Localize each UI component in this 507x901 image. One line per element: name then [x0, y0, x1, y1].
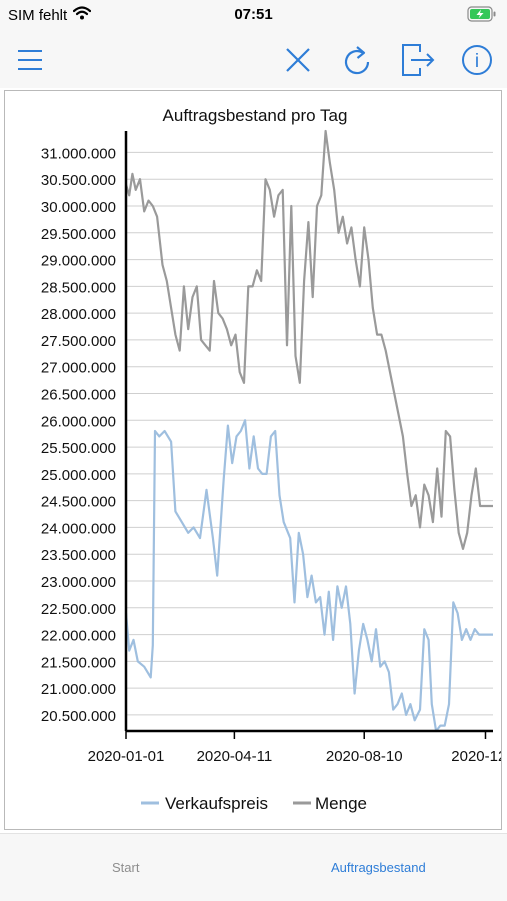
- x-axis-ticks: 2020-01-01 2020-04-11 2020-08-10 2020-12-0: [88, 731, 507, 765]
- y-tick-label: 31.000.000: [41, 145, 116, 162]
- x-tick-label: 2020-04-11: [197, 748, 273, 765]
- y-tick-label: 22.000.000: [41, 628, 116, 645]
- chart-frame: Auftragsbestand pro Tag 20.500.000 21.000…: [4, 90, 507, 830]
- tab-start[interactable]: Start: [112, 860, 140, 875]
- y-tick-label: 23.500.000: [41, 547, 116, 564]
- legend-label: Verkaufspreis: [165, 794, 268, 813]
- series-line-menge: [124, 129, 493, 550]
- y-tick-label: 27.000.000: [41, 360, 116, 377]
- y-tick-label: 24.000.000: [41, 520, 116, 537]
- y-tick-label: 29.500.000: [41, 226, 116, 243]
- y-tick-label: 23.000.000: [41, 574, 116, 591]
- order-backlog-chart: Auftragsbestand pro Tag 20.500.000 21.000…: [41, 106, 507, 813]
- x-tick-label: 2020-12-0: [451, 748, 501, 765]
- x-tick-label: 2020-01-01: [88, 748, 165, 765]
- refresh-icon[interactable]: [338, 40, 378, 80]
- y-tick-label: 29.000.000: [41, 253, 116, 270]
- chart-axes: [124, 131, 493, 733]
- chart-series: [124, 129, 493, 733]
- battery-charging-icon: [467, 6, 497, 27]
- y-tick-label: 21.000.000: [41, 681, 116, 698]
- y-tick-label: 28.500.000: [41, 279, 116, 296]
- status-left: SIM fehlt: [8, 6, 92, 24]
- series-line-verkaufspreis: [124, 419, 493, 733]
- y-tick-label: 26.500.000: [41, 387, 116, 404]
- y-tick-label: 26.000.000: [41, 413, 116, 430]
- legend-label: Menge: [315, 794, 367, 813]
- y-tick-label: 20.500.000: [41, 708, 116, 725]
- x-tick-label: 2020-08-10: [326, 748, 403, 765]
- tab-auftragsbestand[interactable]: Auftragsbestand: [331, 860, 426, 875]
- toolbar: i: [0, 32, 507, 88]
- hamburger-menu-icon[interactable]: [10, 40, 50, 80]
- status-bar: SIM fehlt 07:51: [0, 0, 507, 32]
- chart-title: Auftragsbestand pro Tag: [163, 106, 348, 125]
- svg-text:i: i: [475, 51, 479, 72]
- carrier-label: SIM fehlt: [8, 6, 68, 24]
- y-tick-label: 22.500.000: [41, 601, 116, 618]
- y-tick-label: 27.500.000: [41, 333, 116, 350]
- y-tick-label: 25.000.000: [41, 467, 116, 484]
- info-icon[interactable]: i: [457, 40, 497, 80]
- chart-legend: Verkaufspreis Menge: [141, 794, 367, 813]
- tab-bar: Start Auftragsbestand: [0, 833, 507, 901]
- y-tick-label: 21.500.000: [41, 654, 116, 671]
- y-tick-label: 30.500.000: [41, 172, 116, 189]
- y-tick-label: 30.000.000: [41, 199, 116, 216]
- wifi-icon: [73, 6, 92, 24]
- y-axis-ticks: 20.500.000 21.000.000 21.500.000 22.000.000…: [41, 145, 116, 725]
- y-tick-label: 25.500.000: [41, 440, 116, 457]
- export-icon[interactable]: [398, 40, 438, 80]
- y-tick-label: 24.500.000: [41, 494, 116, 511]
- y-tick-label: 28.000.000: [41, 306, 116, 323]
- clock: 07:51: [234, 6, 273, 23]
- close-icon[interactable]: [278, 40, 318, 80]
